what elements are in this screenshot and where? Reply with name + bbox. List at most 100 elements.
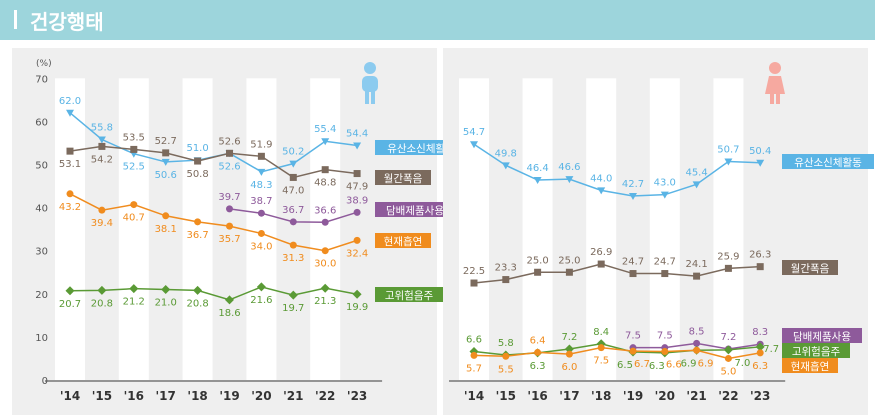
legend-item (782, 328, 862, 343)
data-label: 48.8 (314, 178, 336, 189)
x-tick-label: '18 (591, 389, 611, 403)
data-point (257, 209, 265, 217)
data-label: 32.4 (346, 248, 368, 259)
data-label: 8.3 (752, 327, 768, 338)
data-label: 7.5 (593, 356, 609, 367)
data-label: 55.4 (314, 124, 336, 135)
data-point (693, 272, 701, 280)
series-line (473, 143, 761, 197)
data-label: 19.9 (346, 302, 368, 313)
data-point (756, 349, 764, 357)
data-point (723, 345, 733, 355)
x-tick-label: '15 (92, 389, 112, 403)
series-line (69, 193, 358, 252)
x-tick-label: '22 (315, 389, 335, 403)
data-label: 21.0 (155, 297, 177, 308)
y-tick-label: 60 (35, 117, 48, 128)
data-label: 49.8 (495, 148, 517, 159)
series-line (69, 286, 358, 301)
data-point (194, 218, 202, 226)
x-tick-label: '14 (464, 389, 484, 403)
y-tick-label: 40 (35, 204, 48, 215)
data-label: 18.6 (218, 308, 240, 319)
data-point (320, 283, 330, 293)
data-point (724, 354, 732, 362)
x-tick-label: '21 (686, 389, 706, 403)
data-label: 34.0 (250, 241, 272, 252)
y-axis-unit: (%) (36, 59, 52, 69)
data-point (226, 149, 233, 157)
data-label: 43.0 (654, 178, 676, 189)
data-point (660, 191, 669, 199)
data-label: 7.2 (561, 332, 577, 343)
x-tick-label: '14 (60, 389, 80, 403)
data-label: 50.2 (282, 147, 304, 158)
series-line (69, 145, 358, 179)
data-point (693, 346, 701, 354)
icon-leg (371, 88, 375, 104)
data-point (352, 289, 362, 299)
data-label: 31.3 (282, 253, 304, 264)
data-label: 19.7 (282, 303, 304, 314)
data-label: 6.6 (666, 360, 682, 371)
data-point (289, 241, 297, 249)
data-point (629, 347, 637, 355)
data-label: 51.0 (186, 143, 208, 154)
data-label: 51.9 (250, 139, 272, 150)
data-label: 38.9 (346, 195, 368, 206)
data-point (321, 166, 329, 174)
data-label: 20.8 (186, 298, 208, 309)
data-point (194, 157, 202, 165)
data-point (97, 285, 107, 295)
data-point (692, 181, 701, 189)
legend-label: 유산소신체활동 (794, 156, 862, 169)
data-point (629, 270, 637, 278)
x-tick-label: '22 (718, 389, 738, 403)
data-point (533, 177, 542, 185)
data-label: 42.7 (622, 179, 644, 190)
x-tick-label: '21 (283, 389, 303, 403)
data-label: 50.6 (155, 170, 177, 181)
data-point (98, 206, 106, 214)
data-point (470, 279, 478, 287)
data-label: 7.5 (657, 331, 673, 342)
data-label: 22.5 (463, 266, 485, 277)
data-point (353, 236, 361, 244)
x-tick-label: '19 (219, 389, 239, 403)
data-label: 54.7 (463, 127, 485, 138)
data-label: 21.6 (250, 295, 272, 306)
data-label: 6.9 (698, 358, 714, 369)
y-tick-label: 20 (35, 290, 48, 301)
data-point (755, 342, 765, 352)
data-point (257, 168, 266, 176)
data-label: 62.0 (59, 96, 81, 107)
data-point (66, 109, 74, 117)
data-label: 38.7 (250, 196, 272, 207)
data-point (565, 268, 573, 276)
column-band (118, 78, 149, 381)
data-label: 54.2 (91, 154, 113, 165)
data-point (470, 141, 478, 149)
data-point (65, 286, 75, 296)
icon-dress (765, 76, 785, 94)
data-point (321, 247, 329, 255)
data-point (724, 264, 732, 272)
data-label: 26.9 (590, 247, 612, 258)
data-label: 7.0 (734, 358, 750, 369)
data-point (162, 149, 170, 157)
data-point (353, 170, 361, 178)
legend-label: 고위험음주 (385, 289, 434, 302)
data-point (502, 352, 510, 360)
data-point (288, 290, 298, 300)
y-tick-label: 70 (35, 74, 48, 85)
y-tick-label: 30 (35, 247, 48, 258)
data-point (353, 208, 361, 216)
data-label: 7.7 (763, 344, 779, 355)
data-point (470, 351, 478, 359)
column-band (182, 78, 213, 381)
data-label: 53.1 (59, 159, 81, 170)
data-label: 6.5 (617, 360, 633, 371)
column-band (586, 78, 617, 381)
data-point (565, 350, 573, 358)
data-label: 40.7 (123, 213, 145, 224)
